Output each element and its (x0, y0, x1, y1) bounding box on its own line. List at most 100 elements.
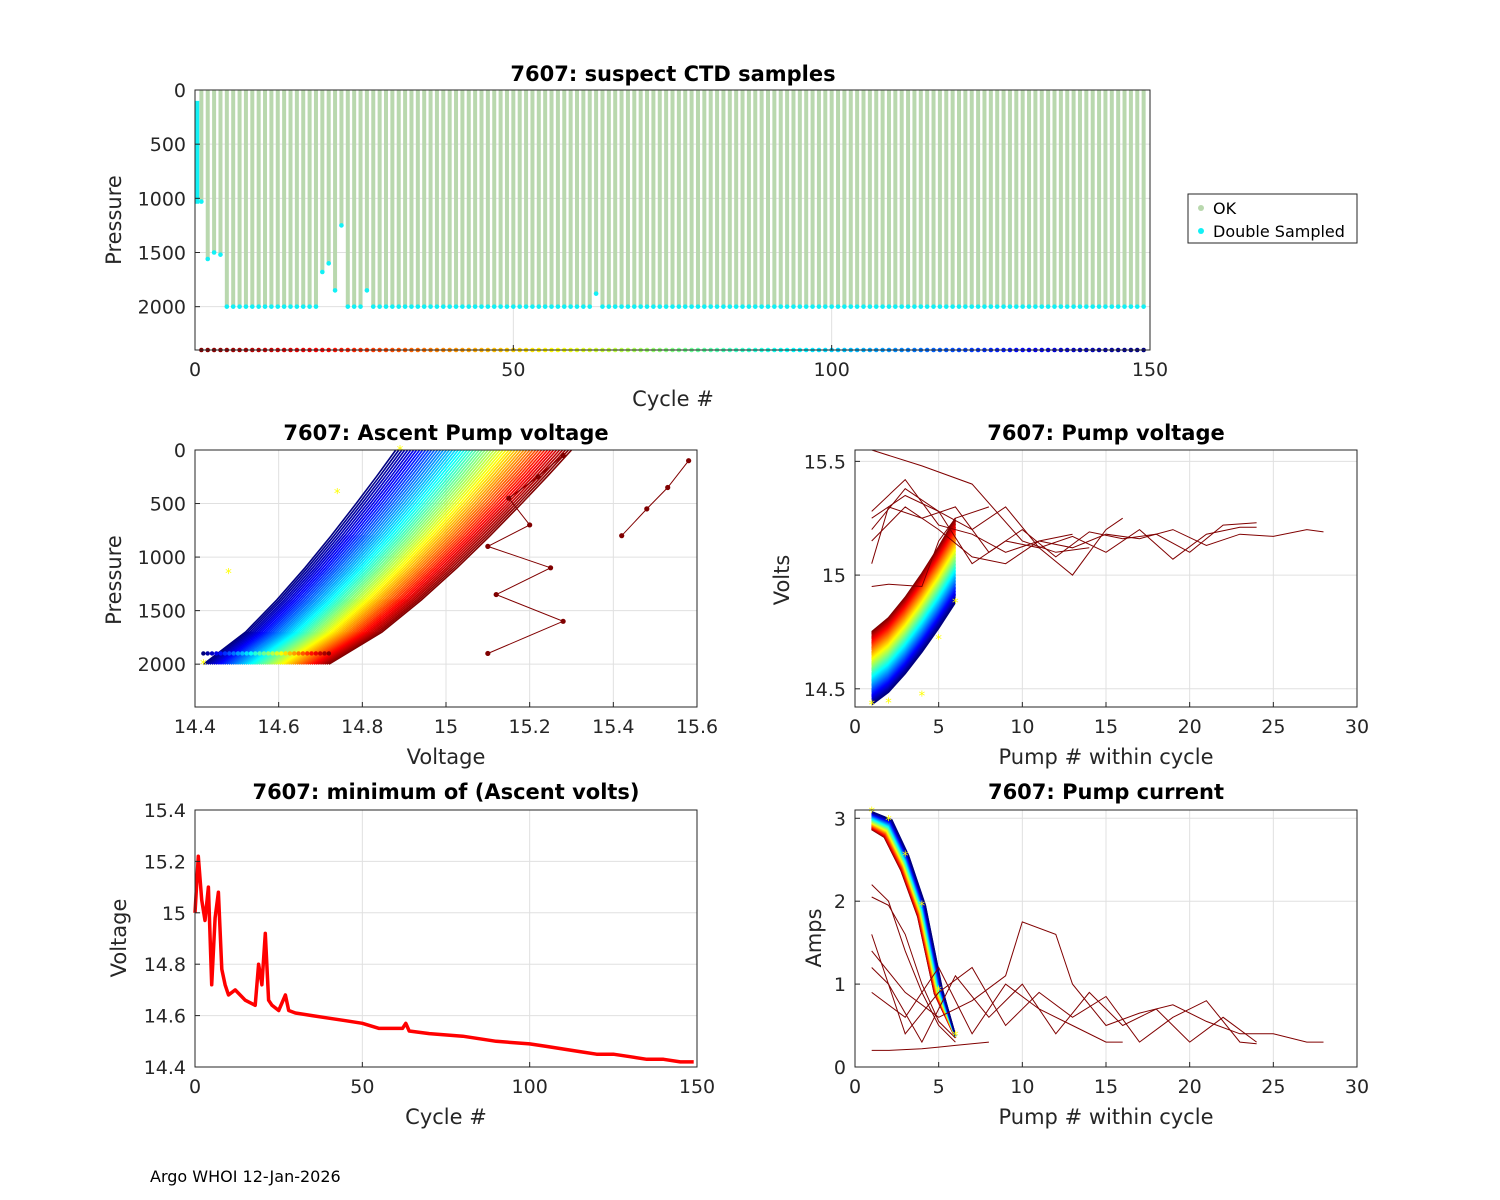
y-tick-label: 0 (834, 1057, 846, 1079)
double-sampled-point (695, 304, 701, 309)
star-marker: * (919, 690, 926, 705)
double-sampled-point (472, 304, 478, 309)
x-tick-label: 20 (1178, 1076, 1202, 1098)
double-sampled-point (453, 304, 459, 309)
double-sampled-point (854, 304, 860, 309)
double-sampled-point (307, 304, 312, 309)
x-axis-label: Cycle # (632, 387, 714, 411)
double-sampled-point (434, 304, 440, 309)
outlier-profile-point (619, 533, 625, 539)
double-sampled-point (829, 304, 834, 309)
x-tick-label: 150 (1132, 359, 1168, 381)
y-tick-label: 14.4 (144, 1057, 186, 1079)
ascent-profile-line (215, 449, 415, 665)
double-sampled-point (682, 304, 688, 309)
ascent-profile-line (217, 449, 418, 665)
x-tick-label: 50 (350, 1076, 374, 1098)
ascent-profile-line (262, 449, 480, 665)
ascent-profile-line (298, 449, 531, 665)
double-sampled-point (339, 223, 344, 228)
double-sampled-point (663, 304, 669, 309)
anomalous-profile-point (560, 618, 566, 624)
ascent-profile-line (260, 449, 477, 665)
ascent-bottom-marker (326, 651, 332, 656)
star-marker: * (919, 899, 926, 914)
double-sampled-point (835, 304, 841, 309)
pump-current-long-line (871, 921, 1324, 1043)
pump-current-line (871, 810, 957, 1036)
double-sampled-point (918, 304, 924, 309)
double-sampled-point (587, 304, 593, 309)
ascent-profile-line (305, 449, 540, 665)
double-sampled-point (256, 304, 261, 309)
x-tick-label: 25 (1261, 716, 1285, 738)
double-sampled-point (905, 304, 911, 309)
y-tick-label: 1500 (138, 601, 186, 623)
x-tick-label: 15.4 (592, 716, 634, 738)
double-sampled-point (1077, 304, 1083, 309)
legend: OK Double Sampled (1187, 193, 1358, 244)
x-tick-label: 15 (1094, 1076, 1118, 1098)
ascent-bottom-marker (274, 651, 280, 656)
double-sampled-point (676, 304, 682, 309)
x-tick-label: 30 (1345, 1076, 1369, 1098)
double-sampled-point (415, 304, 421, 309)
ascent-bottom-marker (253, 651, 258, 656)
x-tick-label: 0 (189, 1076, 201, 1098)
double-sampled-point (1007, 304, 1013, 309)
pump-current-long-line (871, 1041, 989, 1051)
double-sampled-point (733, 304, 739, 309)
ascent-bottom-marker (209, 651, 215, 656)
star-marker: * (952, 596, 959, 611)
ascent-bottom-marker (287, 651, 293, 656)
x-tick-label: 15.2 (509, 716, 551, 738)
double-sampled-point (243, 304, 249, 309)
double-sampled-point (281, 304, 287, 309)
y-tick-label: 1000 (138, 188, 186, 210)
anomalous-profile-point (506, 495, 512, 501)
plot-area (195, 810, 697, 1067)
double-sampled-point (511, 304, 516, 309)
pump-voltage-long-line (871, 506, 1073, 565)
double-sampled-point (561, 304, 567, 309)
double-sampled-point (1001, 304, 1006, 309)
double-sampled-point (702, 304, 707, 309)
double-sampled-point (1109, 304, 1115, 309)
ascent-profile-line (315, 449, 555, 665)
double-sampled-point (358, 304, 363, 309)
star-marker: * (885, 696, 892, 711)
ascent-bottom-marker (248, 651, 254, 656)
ascent-bottom-marker (270, 651, 275, 656)
double-sampled-point (606, 304, 612, 309)
star-marker: * (902, 850, 909, 865)
double-sampled-point (447, 304, 452, 309)
star-marker: * (225, 567, 232, 582)
double-sampled-point (778, 304, 784, 309)
double-sampled-point (351, 304, 357, 309)
double-sampled-point (803, 304, 809, 309)
double-sampled-point (912, 304, 917, 309)
double-sampled-point (396, 304, 402, 309)
legend-double-marker (1198, 228, 1204, 234)
double-sampled-point (689, 304, 694, 309)
ascent-profile-line (253, 449, 468, 665)
double-sampled-point (759, 304, 764, 309)
ascent-profile-line (270, 449, 492, 665)
double-sampled-point (269, 304, 274, 309)
double-sampled-point (632, 304, 637, 309)
legend-double-label: Double Sampled (1213, 222, 1345, 241)
double-sampled-point (1096, 304, 1102, 309)
double-sampled-point (880, 304, 885, 309)
ascent-profile-line (241, 449, 451, 665)
pump-current-long-line (871, 896, 956, 1039)
ascent-profile-line (300, 449, 534, 665)
footer-caption: Argo WHOI 12-Jan-2026 (150, 1167, 341, 1186)
outlier-profile-point (686, 458, 692, 464)
y-tick-label: 2 (834, 891, 846, 913)
ascent-bottom-marker (313, 651, 319, 656)
ascent-bottom-marker (227, 651, 232, 656)
double-sampled-point (383, 304, 389, 309)
ascent-bottom-marker (231, 651, 236, 656)
min-voltage-line (193, 854, 694, 1064)
